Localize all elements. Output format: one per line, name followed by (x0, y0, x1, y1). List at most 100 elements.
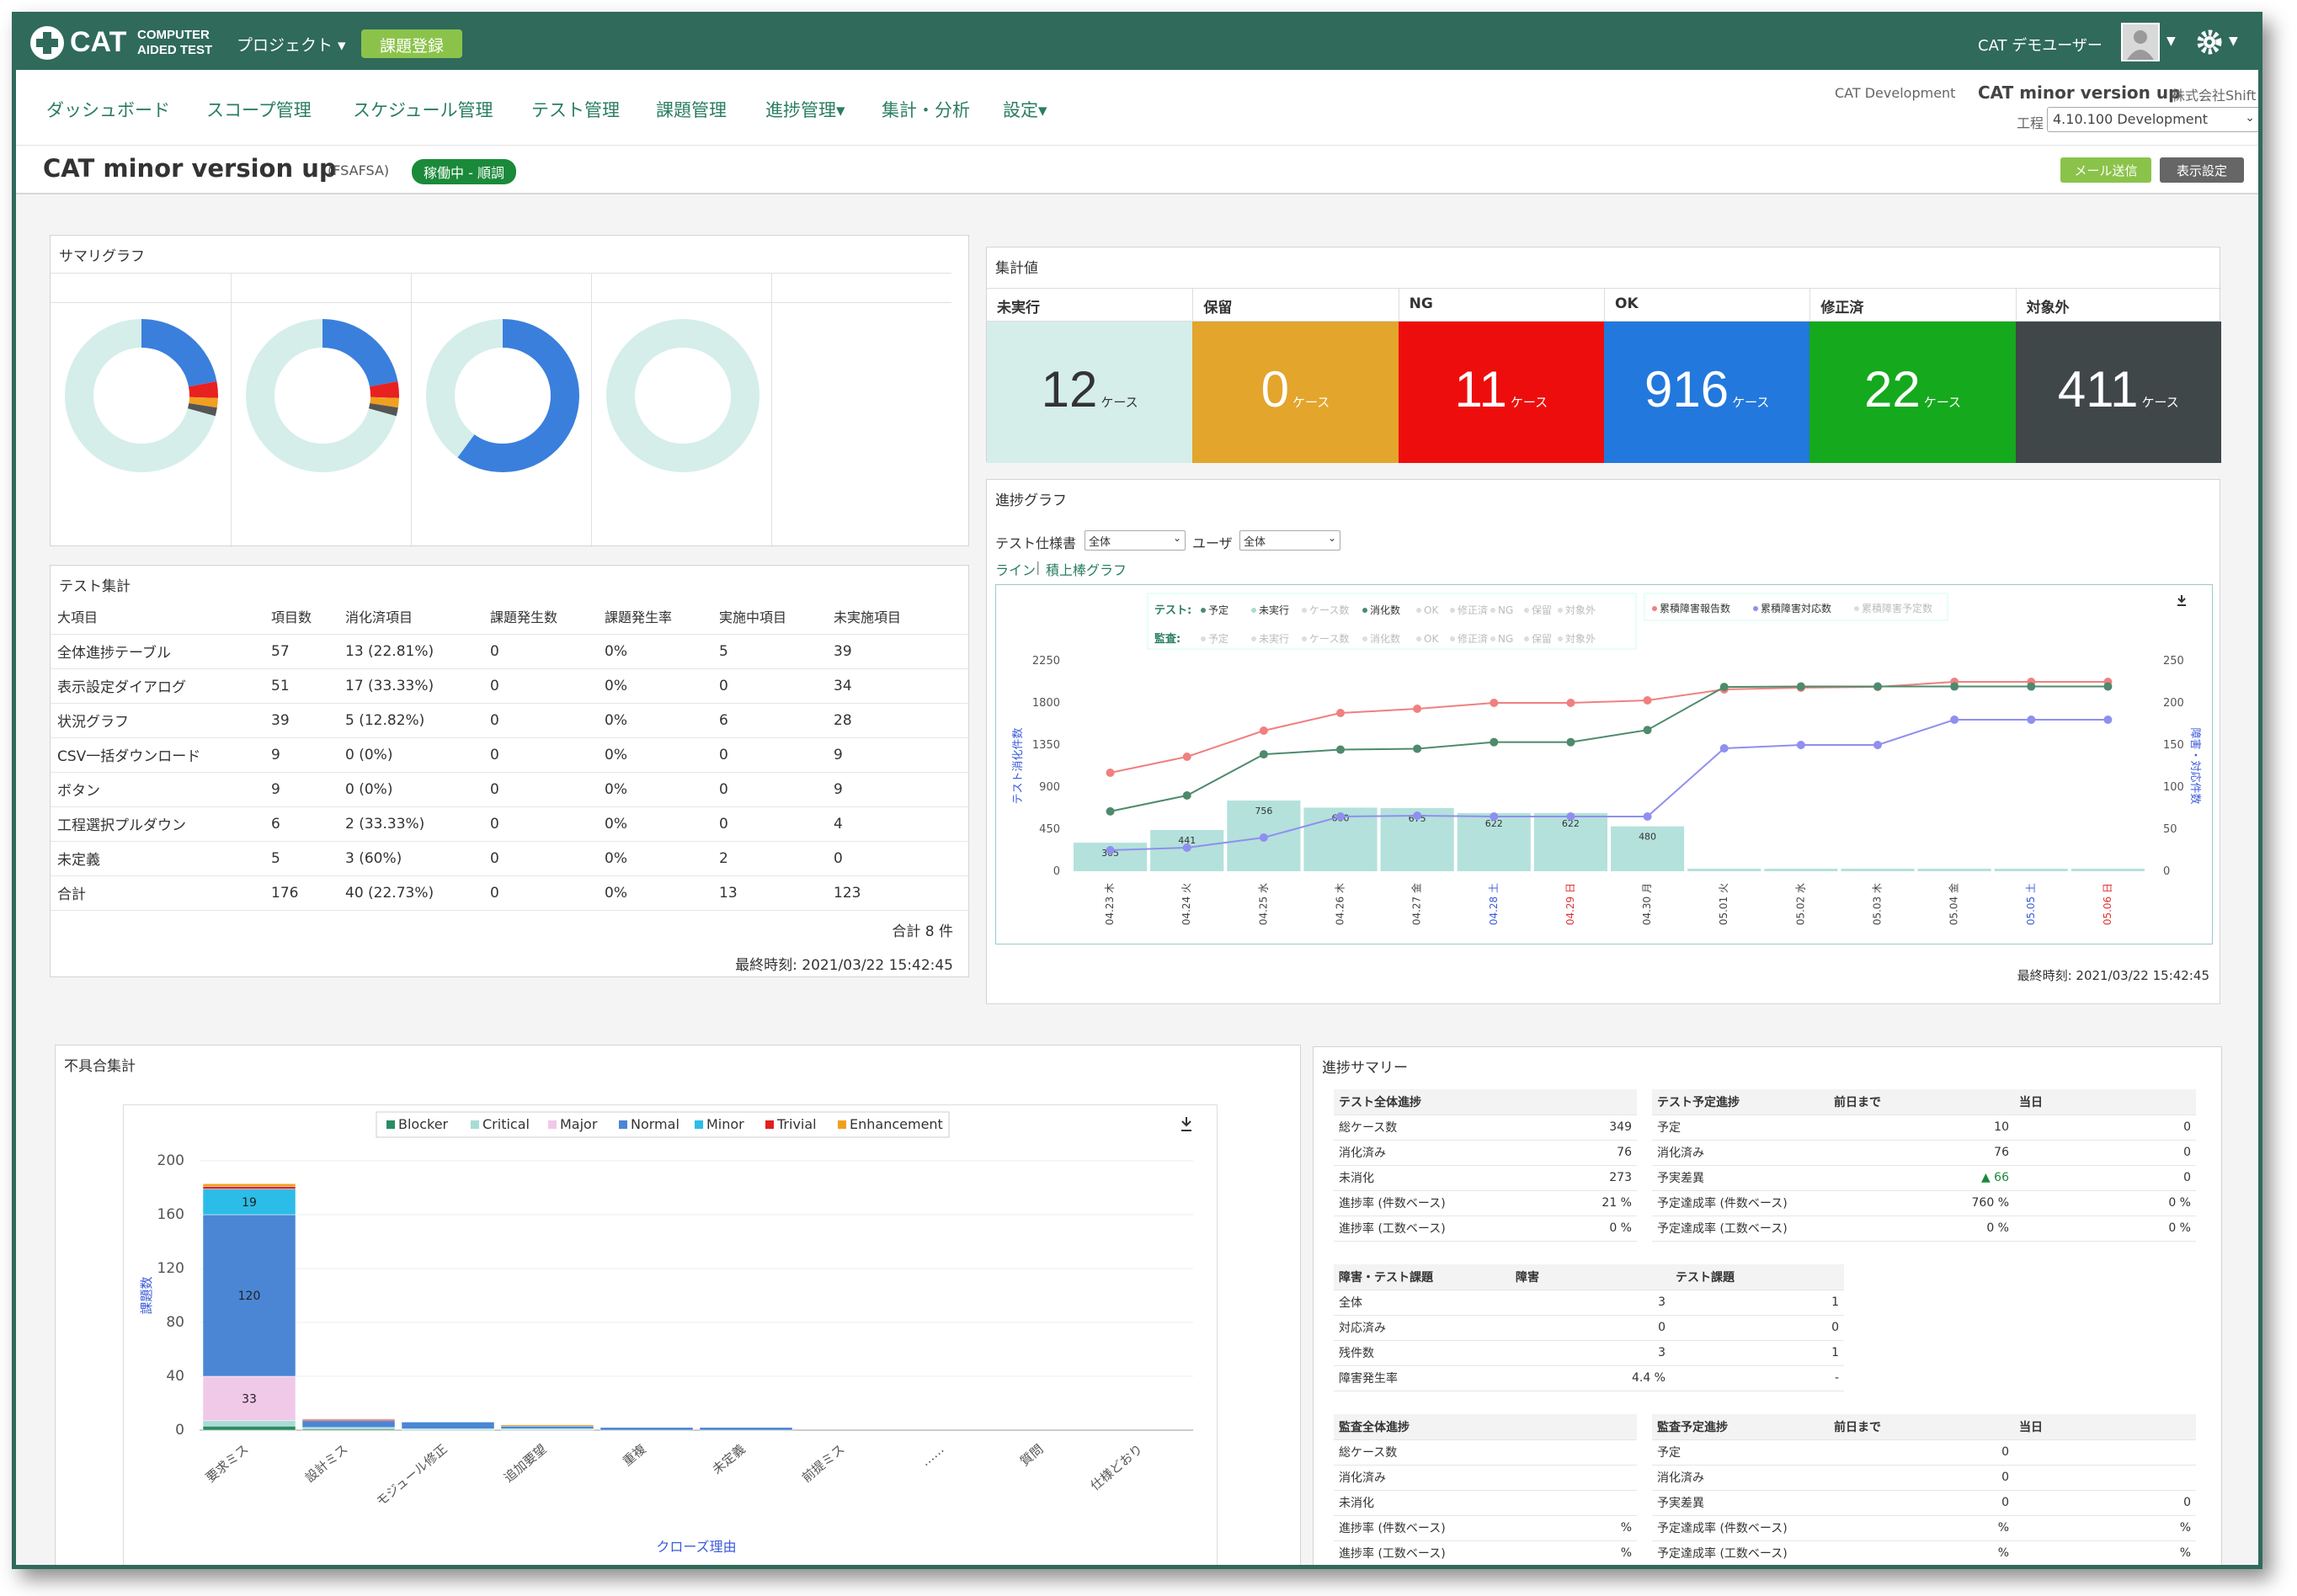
summary-table-header: 監査予定進捗 前日まで 当日 (1652, 1414, 2196, 1440)
series-point (2103, 716, 2113, 724)
table-cell: 0 (483, 634, 598, 669)
mail-send-button[interactable]: メール送信 (2060, 157, 2151, 183)
table-row: CSV一括ダウンロード 9 0 (0%) 0 0% 0 9 (51, 737, 970, 773)
legend-item: 対象外 (1565, 604, 1596, 616)
summary-table-row: 予定 10 0 (1652, 1115, 2196, 1141)
nav-schedule[interactable]: スケジュール管理 (353, 100, 493, 120)
status-badge: 稼働中 - 順調 (412, 159, 516, 184)
summary-table-cell: 273 (1536, 1165, 1637, 1191)
progress-bar (1687, 869, 1761, 871)
table-cell: 34 (827, 668, 970, 704)
summary-table-cell: 0 (1829, 1490, 2014, 1516)
legend-right-item: 累積障害対応数 (1761, 602, 1831, 614)
column-header: 消化済項目 (338, 599, 483, 635)
summary-table-cell: % (1536, 1540, 1637, 1565)
spec-select[interactable]: 全体 ⌄ (1085, 530, 1186, 551)
logo-line1: COMPUTER (137, 28, 210, 42)
series-point (1259, 750, 1268, 759)
avatar[interactable] (2121, 23, 2160, 61)
summary-table-row: 総ケース数 349 (1334, 1115, 1637, 1141)
bar-label: 622 (1485, 818, 1503, 829)
summary-table-cell: 残件数 (1334, 1340, 1511, 1366)
defect-bar-segment (699, 1427, 793, 1431)
nav-settings[interactable]: 設定▾ (1003, 100, 1047, 120)
nav-issue[interactable]: 課題管理 (656, 100, 727, 120)
table-cell: 0 (0%) (338, 737, 483, 773)
summary-table-cell: 0 (1829, 1465, 2014, 1491)
nav-progress[interactable]: 進捗管理▾ (765, 100, 845, 120)
legend-marker (1251, 636, 1256, 641)
series-point (1490, 699, 1499, 707)
series-point (1643, 812, 1652, 821)
summary-table-cell: 消化済み (1334, 1465, 1536, 1491)
summary-table-row: 消化済み 76 0 (1652, 1140, 2196, 1166)
nav-scope[interactable]: スコープ管理 (206, 100, 312, 120)
display-settings-button[interactable]: 表示設定 (2160, 157, 2244, 183)
legend-marker (1450, 636, 1455, 641)
issue-register-button[interactable]: 課題登録 (361, 29, 462, 58)
table-cell: CSV一括ダウンロード (51, 737, 264, 773)
chevron-down-icon: ⌄ (1172, 532, 1181, 544)
legend-audit-label: 監査: (1154, 632, 1180, 646)
logo[interactable]: CAT COMPUTER AIDED TEST (29, 24, 215, 61)
table-cell: 39 (264, 703, 338, 738)
right-axis-tick: 200 (2163, 697, 2184, 710)
table-cell: 0% (598, 875, 712, 911)
series-line (1110, 685, 2108, 812)
gear-chevron-down-icon[interactable]: ▼ (2229, 35, 2238, 48)
legend-marker (1854, 606, 1859, 611)
user-name[interactable]: CAT デモユーザー (1978, 37, 2102, 55)
nav-test[interactable]: テスト管理 (531, 100, 620, 120)
avatar-chevron-down-icon[interactable]: ▼ (2166, 35, 2176, 48)
total-tile-value: 11 ケース (1399, 360, 1604, 418)
total-tile-label: NG (1398, 288, 1604, 322)
process-select[interactable]: 4.10.100 Development ⌄ (2047, 107, 2258, 132)
summary-graph-panel: サマリグラフ (50, 235, 969, 547)
legend-item: Blocker (398, 1116, 449, 1132)
table-cell: 0% (598, 806, 712, 842)
user-select[interactable]: 全体 ⌄ (1239, 530, 1340, 551)
title-bar: CAT minor version up (FSAFSA) 稼働中 - 順調 メ… (16, 146, 2258, 194)
summary-table-cell: 未消化 (1334, 1165, 1536, 1191)
table-cell: 0 (483, 737, 598, 773)
summary-table-row: 消化済み 0 (1652, 1465, 2196, 1491)
project-menu[interactable]: プロジェクト ▾ (237, 36, 346, 55)
y-tick-label: 200 (157, 1152, 184, 1169)
chevron-down-icon: ⌄ (2245, 111, 2255, 125)
defect-bar-segment (202, 1183, 296, 1187)
legend-swatch (386, 1120, 395, 1129)
progress-graph-updated: 最終時刻: 2021/03/22 15:42:45 (2017, 968, 2209, 983)
summary-table-cell: 未消化 (1334, 1490, 1536, 1516)
summary-table-cell: % (1829, 1515, 2014, 1541)
nav-dashboard[interactable]: ダッシュボード (46, 100, 170, 120)
summary-table-row: 未消化 (1334, 1490, 1637, 1516)
summary-table-cell: 進捗率 (工数ベース) (1334, 1216, 1536, 1242)
table-cell: 0% (598, 841, 712, 876)
table-cell: 17 (33.33%) (338, 668, 483, 704)
summary-table-cell: 21 % (1536, 1190, 1637, 1216)
summary-table-row: 予定達成率 (工数ベース)%% (1652, 1540, 2196, 1565)
line-graph-link[interactable]: ライン (995, 562, 1037, 578)
legend-audit-item: ケース数 (1309, 632, 1349, 645)
y-tick-label: 40 (166, 1368, 184, 1385)
summary-table-cell: - (1671, 1365, 1844, 1391)
summary-col-label (592, 273, 771, 303)
spec-label: テスト仕様書 (995, 535, 1077, 551)
legend-marker (1524, 608, 1529, 613)
series-point (2103, 682, 2113, 691)
nav-analysis[interactable]: 集計・分析 (882, 100, 970, 120)
summary-table-cell: 予実差異 (1652, 1165, 1829, 1191)
progress-bar (1841, 869, 1915, 871)
legend-audit-item: 消化数 (1370, 632, 1400, 645)
summary-table-cell: 76 (1829, 1140, 2014, 1166)
series-point (2027, 682, 2036, 691)
series-point (1182, 791, 1191, 800)
x-tick-label: 05.01 火 (1718, 883, 1729, 925)
series-point (1336, 745, 1345, 754)
bar-label: 756 (1255, 806, 1272, 817)
gear-icon[interactable] (2195, 28, 2224, 56)
summary-table-title: 監査全体進捗 (1334, 1414, 1536, 1440)
x-tick-label: 仕様どおり (1088, 1441, 1146, 1493)
stacked-graph-link[interactable]: 積上棒グラフ (1046, 562, 1127, 578)
legend-item: 修正済 (1458, 604, 1488, 616)
